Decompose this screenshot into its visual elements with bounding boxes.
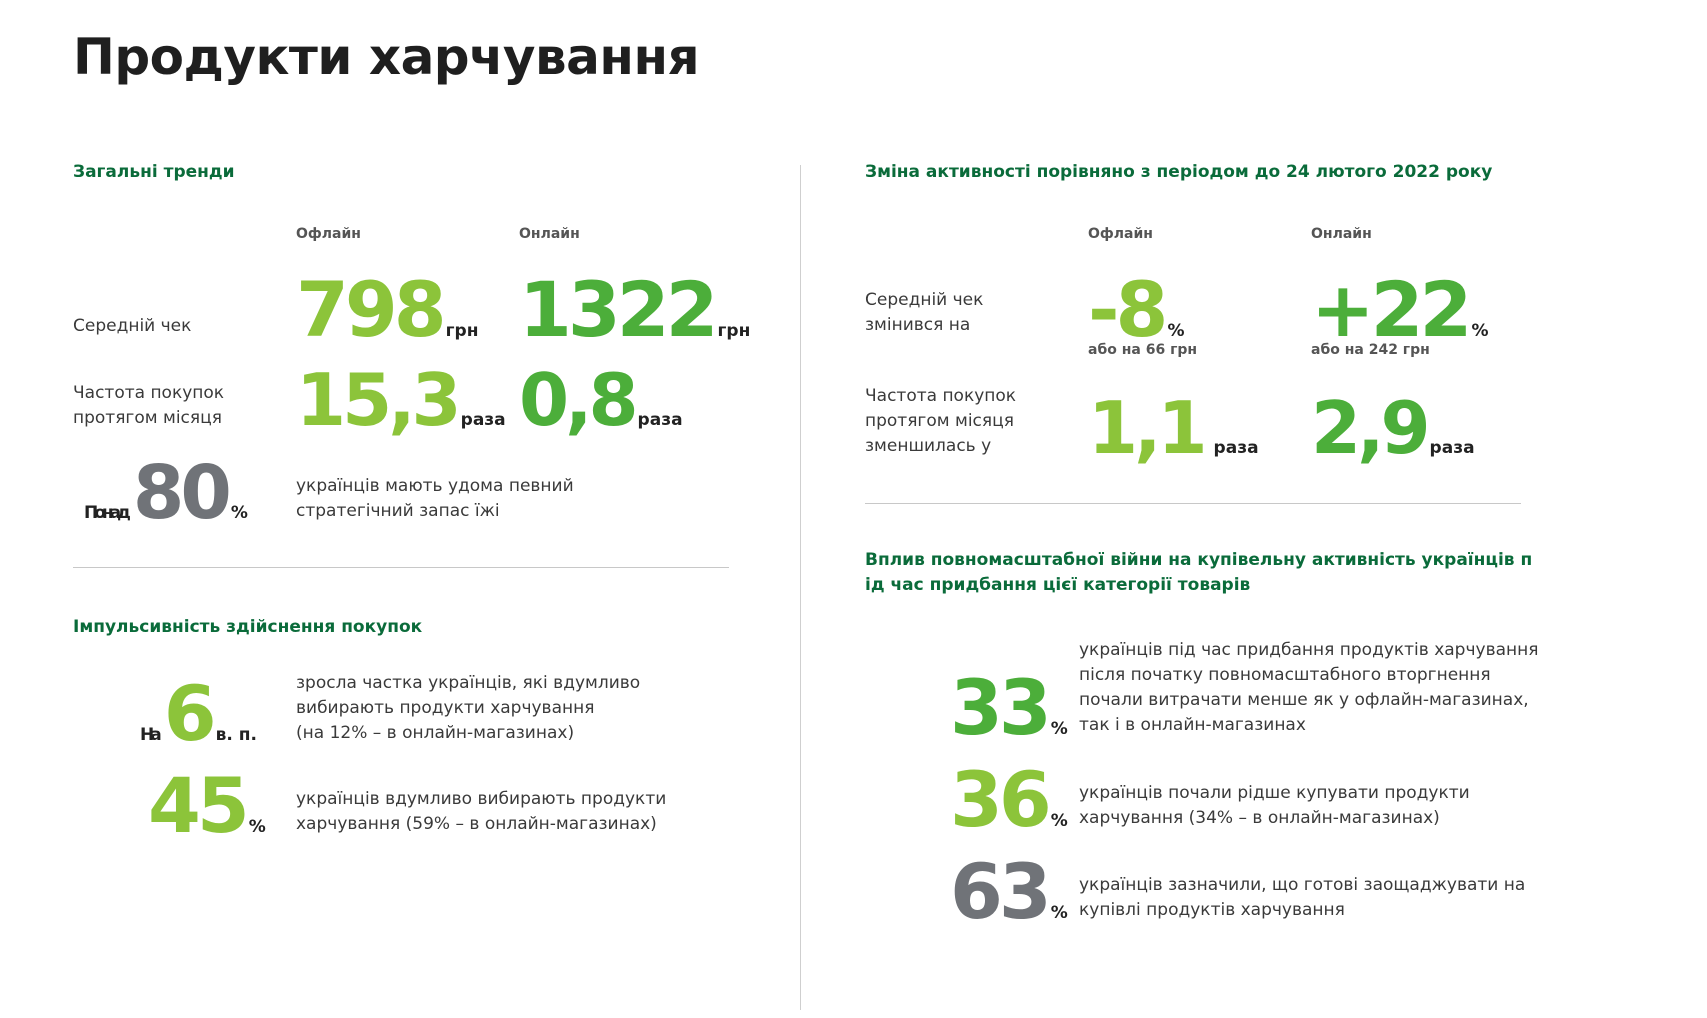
- pp-change-description: зросла частка українців, які вдумливо ви…: [296, 673, 641, 743]
- food-stock-value: 80: [132, 450, 232, 536]
- food-stock-stat: Понад80%: [84, 456, 248, 530]
- frequency-change-label: Частота покупок протягом місяця зменшила…: [865, 386, 1017, 456]
- frequency-change-online-value: 2,9: [1311, 386, 1431, 470]
- times-unit: раза: [460, 410, 506, 430]
- frequency-label: Частота покупок протягом місяця: [73, 383, 225, 428]
- percent-unit: %: [1167, 321, 1185, 341]
- times-unit: раза: [637, 410, 683, 430]
- pp-change-stat: На6 в. п.: [140, 676, 257, 752]
- impulse-title: Імпульсивність здійснення покупок: [73, 617, 423, 637]
- check-change-offline-note: або на 66 грн: [1088, 342, 1198, 358]
- avg-check-online-value: 1322: [519, 265, 719, 354]
- page-title: Продукти харчування: [73, 28, 700, 86]
- ready-to-save-value: 63: [950, 847, 1052, 936]
- check-change-offline-stat: -8%: [1088, 272, 1184, 348]
- check-change-label: Середній чек змінився на: [865, 290, 984, 335]
- share-description: українців вдумливо вибирають продукти ха…: [296, 789, 667, 834]
- frequency-offline-value: 15,3: [296, 358, 462, 442]
- avg-check-online-stat: 1322 грн: [519, 272, 750, 348]
- avg-check-label: Середній чек: [73, 316, 192, 336]
- times-unit: раза: [1213, 438, 1259, 458]
- percent-unit: %: [230, 503, 248, 523]
- frequency-change-offline-stat: 1,1 раза: [1088, 392, 1259, 464]
- pp-prefix: На: [140, 725, 162, 745]
- check-change-online-stat: +22%: [1311, 272, 1489, 348]
- currency-unit: грн: [445, 321, 479, 341]
- check-change-online-note: або на 242 грн: [1311, 342, 1430, 358]
- war-impact-title: Вплив повномасштабної війни на купівельн…: [865, 550, 1533, 595]
- percent-unit: %: [1471, 321, 1489, 341]
- change-col-offline: Офлайн: [1088, 226, 1153, 242]
- buy-less-often-value: 36: [950, 755, 1052, 844]
- frequency-change-offline-value: 1,1: [1088, 386, 1208, 470]
- section-divider-right: [865, 503, 1521, 504]
- ready-to-save-stat: 63%: [950, 854, 1068, 930]
- times-unit: раза: [1429, 438, 1475, 458]
- currency-unit: грн: [717, 321, 751, 341]
- check-change-online-value: +22: [1311, 265, 1472, 354]
- spend-less-value: 33: [950, 663, 1052, 752]
- change-col-online: Онлайн: [1311, 226, 1372, 242]
- check-change-offline-value: -8: [1088, 265, 1168, 354]
- general-col-offline: Офлайн: [296, 226, 361, 242]
- share-value: 45: [148, 761, 250, 850]
- avg-check-offline-value: 798: [296, 265, 447, 354]
- spend-less-stat: 33%: [950, 670, 1068, 746]
- spend-less-description: українців під час придбання продуктів ха…: [1079, 640, 1539, 735]
- ready-to-save-description: українців зазначили, що готові заощаджув…: [1079, 875, 1526, 920]
- avg-check-offline-stat: 798 грн: [296, 272, 478, 348]
- section-divider-left: [73, 567, 729, 568]
- frequency-online-value: 0,8: [519, 358, 639, 442]
- activity-change-title: Зміна активності порівняно з періодом до…: [865, 162, 1493, 182]
- food-stock-description: українців мають удома певний стратегічни…: [296, 476, 574, 521]
- frequency-online-stat: 0,8 раза: [519, 364, 683, 436]
- buy-less-often-description: українців почали рідше купувати продукти…: [1079, 783, 1470, 828]
- percent-unit: %: [1050, 903, 1068, 923]
- percent-unit: %: [1050, 811, 1068, 831]
- percent-unit: %: [1050, 719, 1068, 739]
- general-col-online: Онлайн: [519, 226, 580, 242]
- pp-unit: в. п.: [215, 725, 257, 745]
- frequency-change-online-stat: 2,9 раза: [1311, 392, 1475, 464]
- pp-value: 6: [163, 669, 217, 758]
- percent-unit: %: [248, 817, 266, 837]
- frequency-offline-stat: 15,3 раза: [296, 364, 506, 436]
- buy-less-often-stat: 36%: [950, 762, 1068, 838]
- general-trends-title: Загальні тренди: [73, 162, 235, 182]
- food-stock-prefix: Понад: [84, 503, 131, 523]
- column-divider: [800, 165, 801, 1010]
- share-stat: 45%: [148, 768, 266, 844]
